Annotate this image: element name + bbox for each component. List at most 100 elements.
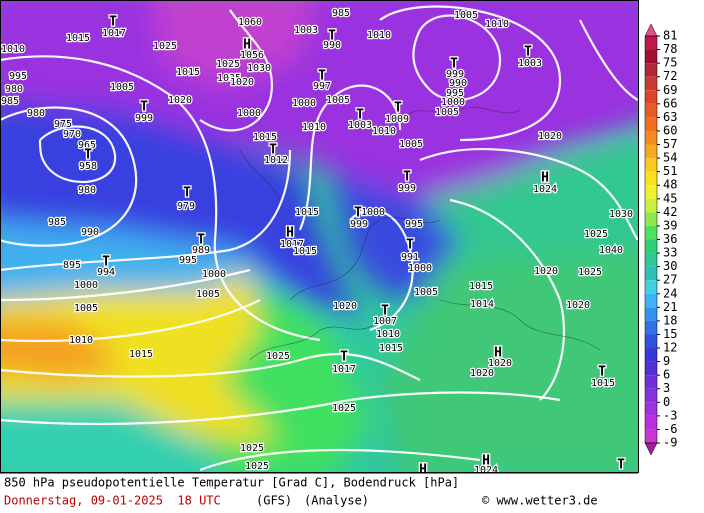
isobar-label: 985 xyxy=(48,217,66,228)
pressure-center: T xyxy=(381,304,389,319)
isobar-label: 1017 xyxy=(280,239,304,250)
legend-label: 21 xyxy=(663,300,677,314)
legend-swatch xyxy=(645,280,657,294)
pressure-center: T xyxy=(617,458,625,473)
isobar-label: 1020 xyxy=(168,95,192,106)
isobar-label: 1025 xyxy=(332,403,356,414)
legend-swatch xyxy=(645,375,657,389)
pressure-center: T xyxy=(356,108,364,123)
isobar-label: 965 xyxy=(78,140,96,151)
pressure-center: T xyxy=(84,148,92,163)
isobar-label: 1015 xyxy=(469,281,493,292)
isobar-label: 1015 xyxy=(295,207,319,218)
legend-label: 45 xyxy=(663,191,677,205)
legend-label: 3 xyxy=(663,381,670,395)
pressure-center: H xyxy=(494,346,502,361)
pressure-center: T xyxy=(269,143,277,158)
isobar-label: 1003 xyxy=(294,25,318,36)
isobar-label: 1015 xyxy=(293,246,317,257)
legend-label: 36 xyxy=(663,232,677,246)
isobar-label: 1007 xyxy=(373,316,397,327)
isobar-label: 997 xyxy=(313,81,331,92)
legend-label: 9 xyxy=(663,354,670,368)
legend-swatch xyxy=(645,348,657,362)
pressure-center: T xyxy=(406,238,414,253)
run: (Analyse) xyxy=(304,494,369,508)
legend-swatch xyxy=(645,253,657,267)
isobar-label: 1017 xyxy=(332,364,356,375)
legend-label: 81 xyxy=(663,29,677,43)
isobar-label: 995 xyxy=(9,71,27,82)
pressure-center: T xyxy=(102,255,110,270)
isobar-label: 1015 xyxy=(66,33,90,44)
isobar-label: 1010 xyxy=(372,126,396,137)
isobar-label: 999 xyxy=(398,183,416,194)
pressure-center: H xyxy=(286,226,294,241)
pressure-center: H xyxy=(243,38,251,53)
isobar-label: 970 xyxy=(63,129,81,140)
isobar-label: 994 xyxy=(97,267,115,278)
legend-label: -9 xyxy=(663,436,677,450)
isobar-label: 1025 xyxy=(245,461,269,472)
isobar-label: 1000 xyxy=(361,207,385,218)
credit: © www.wetter3.de xyxy=(482,494,598,508)
pressure-center: T xyxy=(318,69,326,84)
isobar-label: 1025 xyxy=(266,351,290,362)
isobar-label: 1003 xyxy=(348,120,372,131)
color-legend: 8178757269666360575451484542393633302724… xyxy=(644,23,677,456)
pressure-center: T xyxy=(140,100,148,115)
isobar-label: 1020 xyxy=(230,77,254,88)
legend-label: 0 xyxy=(663,395,670,409)
isobar-label: 1010 xyxy=(1,44,25,55)
legend-arrow-bottom xyxy=(644,442,658,456)
legend-swatch xyxy=(645,334,657,349)
legend-swatch xyxy=(645,103,657,118)
isobar-label: 990 xyxy=(449,78,467,89)
legend-swatch xyxy=(645,361,657,376)
isobar-label: 995 xyxy=(405,219,423,230)
legend-label: 27 xyxy=(663,273,677,287)
pressure-center: T xyxy=(524,45,532,60)
isobar-label: 1005 xyxy=(326,95,350,106)
legend-label: 72 xyxy=(663,69,677,83)
isobar-label: 1020 xyxy=(534,266,558,277)
legend-label: 75 xyxy=(663,56,677,70)
isobar-label: 1005 xyxy=(74,303,98,314)
legend-swatch xyxy=(645,266,657,281)
isobar-label: 1003 xyxy=(518,58,542,69)
legend-label: 6 xyxy=(663,368,670,382)
isobar-label: 1010 xyxy=(376,329,400,340)
pressure-center: H xyxy=(482,454,490,469)
isobar-label: 1000 xyxy=(441,97,465,108)
legend-swatch xyxy=(645,402,657,416)
legend-swatch xyxy=(645,388,657,403)
legend-swatch xyxy=(645,117,657,131)
isobar-label: 1025 xyxy=(584,229,608,240)
pressure-center: T xyxy=(183,186,191,201)
isobar-label: 979 xyxy=(177,201,195,212)
isobar-label: 1000 xyxy=(237,108,261,119)
isobar-label: 999 xyxy=(135,113,153,124)
legend-swatch xyxy=(645,130,657,145)
isobar-label: 990 xyxy=(81,227,99,238)
isobar-label: 1025 xyxy=(240,443,264,454)
legend-label: -6 xyxy=(663,422,677,436)
pressure-center: T xyxy=(394,101,402,116)
isobar-label: 985 xyxy=(1,96,19,107)
legend-swatch xyxy=(645,415,657,430)
legend-label: 48 xyxy=(663,178,677,192)
pressure-center: T xyxy=(354,206,362,221)
isobar-label: 1005 xyxy=(196,289,220,300)
isobar-label: 1020 xyxy=(566,300,590,311)
isobar-label: 975 xyxy=(54,119,72,130)
isobar-label: 1005 xyxy=(435,107,459,118)
pressure-center: T xyxy=(450,57,458,72)
legend-label: 39 xyxy=(663,218,677,232)
legend-arrow-top xyxy=(644,23,658,37)
isobar-label: 980 xyxy=(27,108,45,119)
isobar-label: 995 xyxy=(179,255,197,266)
legend-swatch xyxy=(645,158,657,172)
